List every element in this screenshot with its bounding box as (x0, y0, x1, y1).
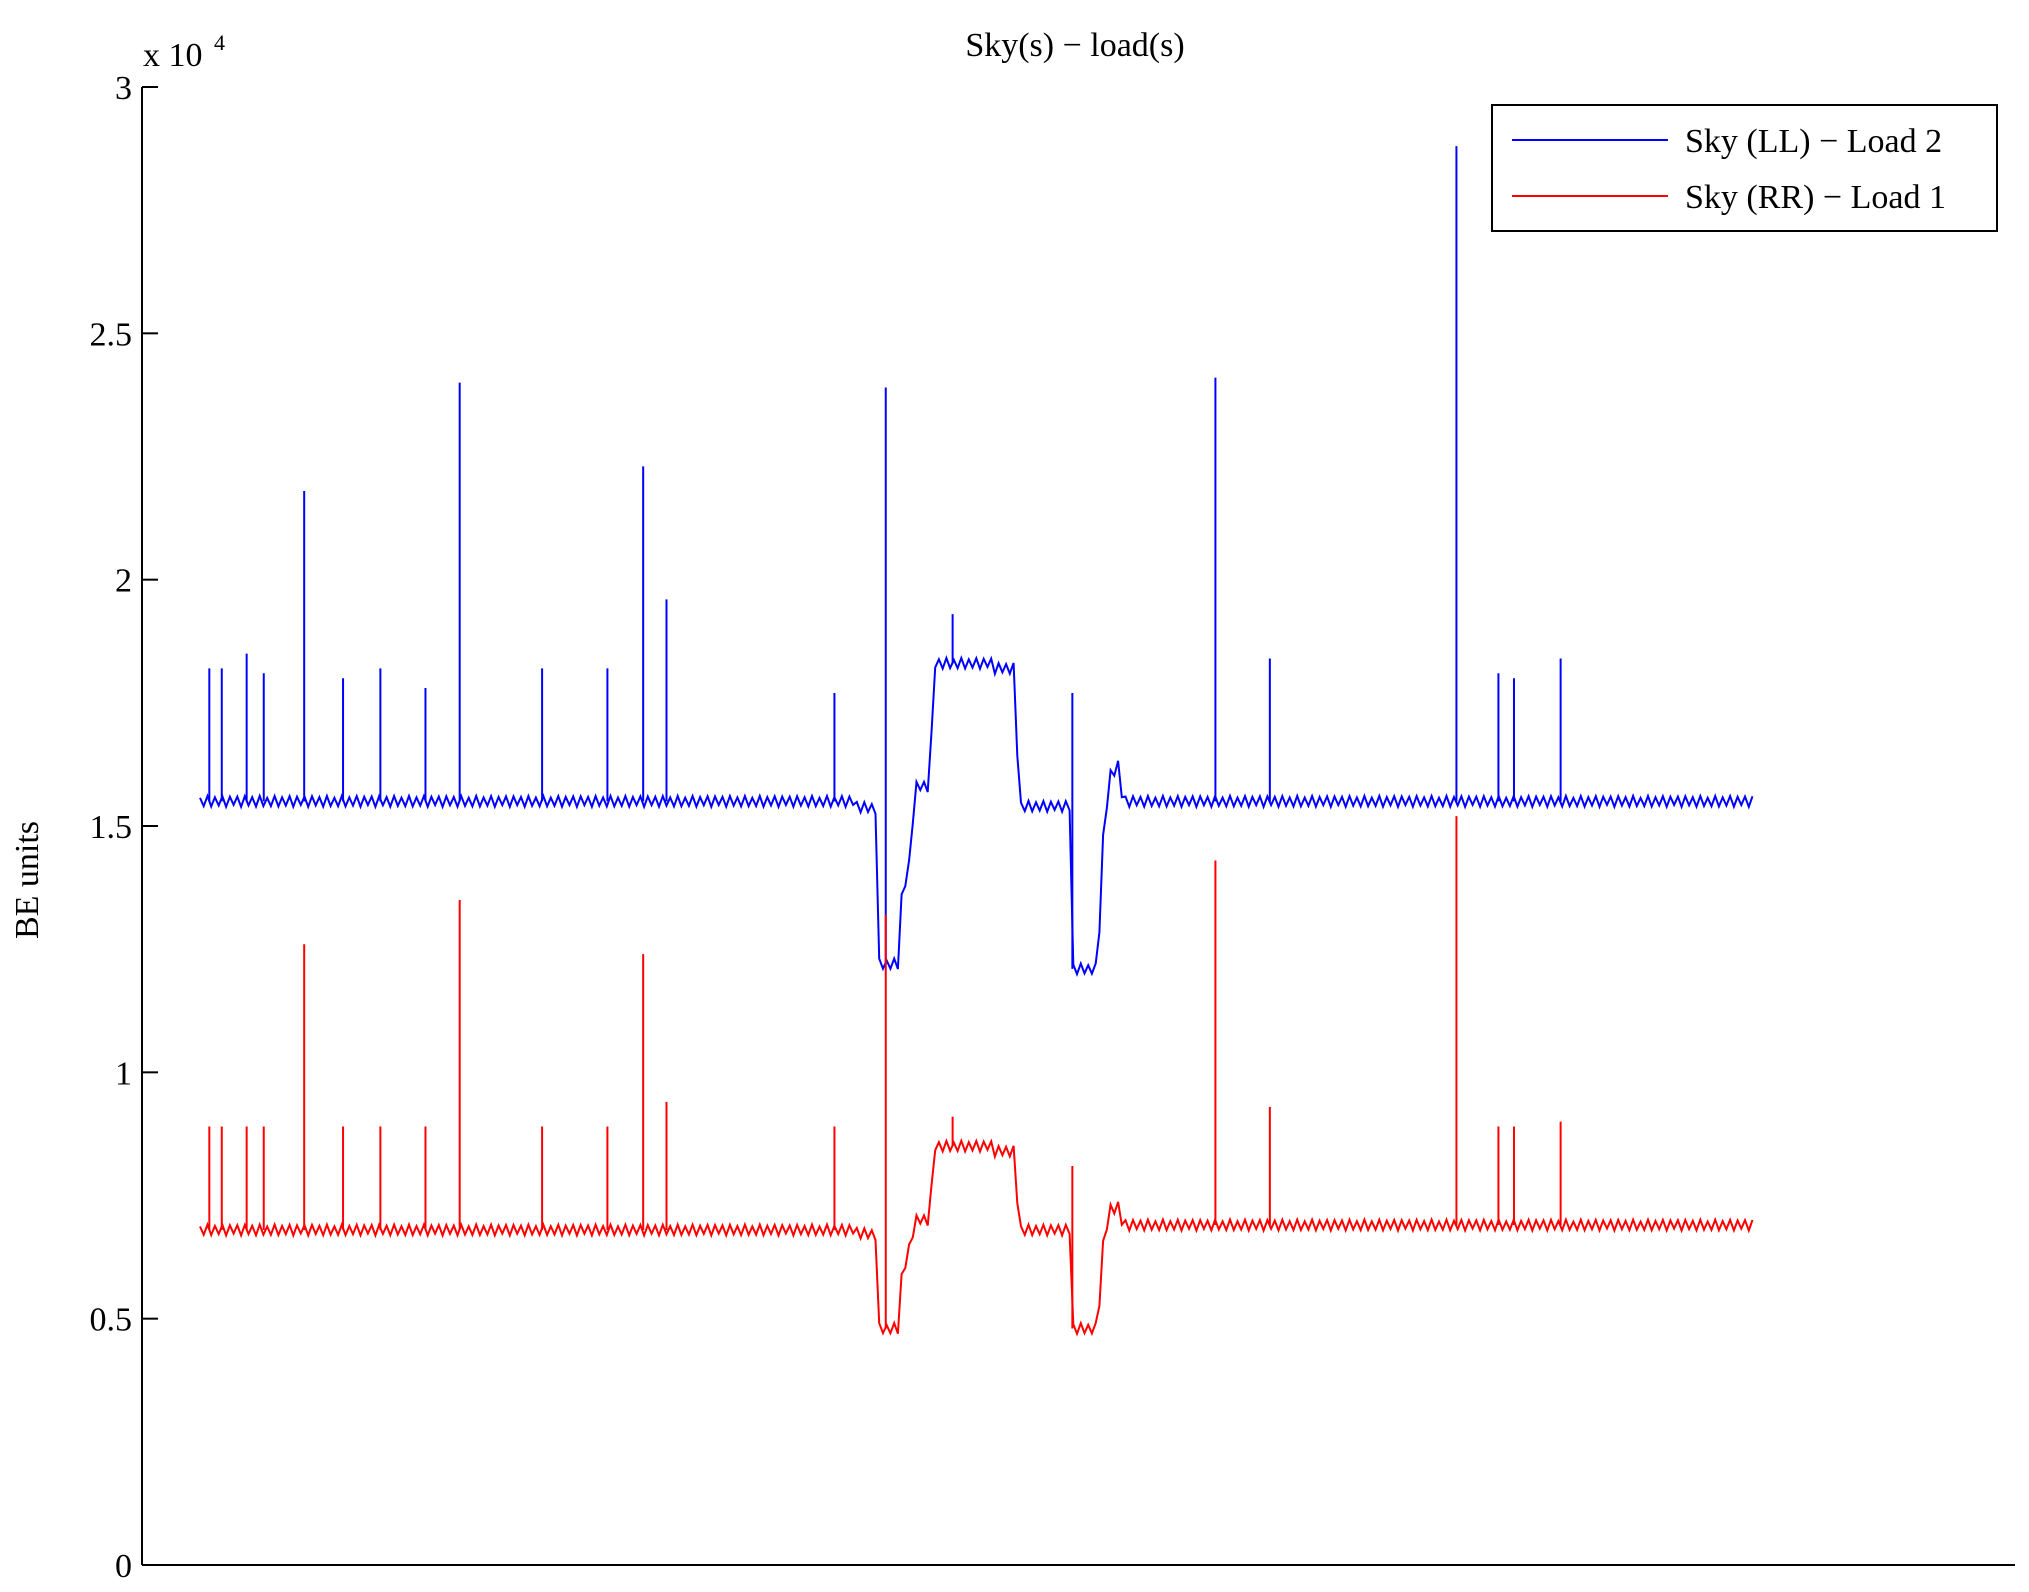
y-multiplier: x 10 4 (143, 30, 225, 74)
y-multiplier-exponent: 4 (214, 30, 225, 55)
legend-label-ll: Sky (LL) − Load 2 (1685, 123, 1942, 160)
y-tick-label: 0 (115, 1548, 132, 1585)
y-tick-label: 2.5 (90, 316, 133, 353)
y-tick-label: 0.5 (90, 1302, 133, 1339)
legend-label-rr: Sky (RR) − Load 1 (1685, 179, 1946, 216)
legend: Sky (LL) − Load 2 Sky (RR) − Load 1 (1491, 104, 1998, 232)
plot-area (199, 146, 1754, 1337)
y-ticks: 0 0.5 1 1.5 2 2.5 3 (90, 70, 158, 1585)
chart-title: Sky(s) − load(s) (965, 27, 1184, 64)
y-tick-label: 3 (115, 70, 132, 107)
series-line-1 (199, 1137, 1754, 1337)
y-axis-label: BE units (9, 821, 46, 939)
y-tick-label: 2 (115, 563, 132, 600)
y-tick-label: 1 (115, 1055, 132, 1092)
legend-box (1491, 104, 1998, 232)
y-multiplier-base: x 10 (143, 37, 203, 74)
y-tick-label: 1.5 (90, 809, 133, 846)
axes (141, 87, 2015, 1566)
series-line-0 (199, 655, 1754, 977)
